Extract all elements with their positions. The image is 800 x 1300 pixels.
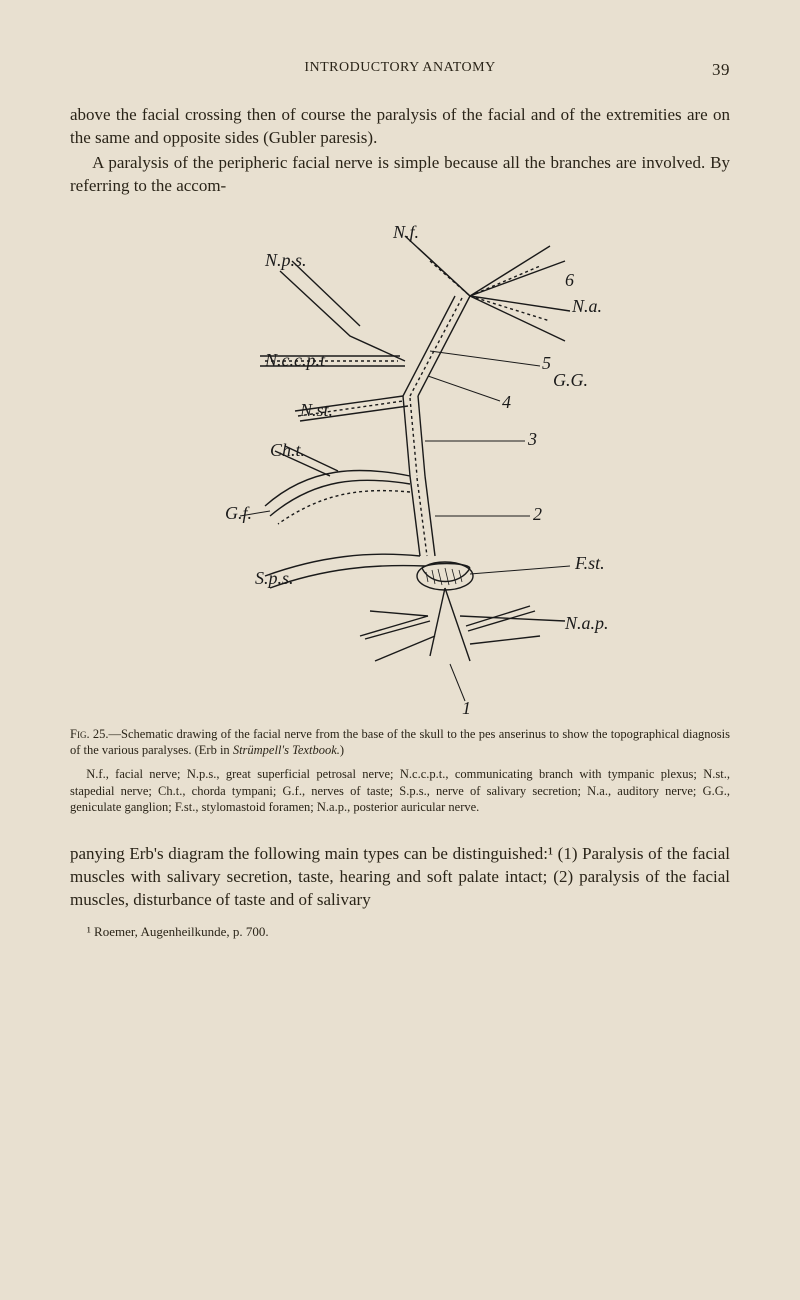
label-5: 5: [542, 353, 551, 373]
label-sps: S.p.s.: [255, 568, 294, 588]
label-4: 4: [502, 392, 511, 412]
page-number: 39: [712, 60, 730, 80]
paragraph-2: A paralysis of the peripheric facial ner…: [70, 152, 730, 198]
paragraph-1: above the facial crossing then of course…: [70, 104, 730, 150]
label-na: N.a.: [571, 296, 602, 316]
caption-end: ): [340, 743, 344, 757]
label-nccpt: N.c.c.p.t: [264, 350, 326, 370]
caption-text-1: —Schematic drawing of the facial nerve f…: [70, 727, 730, 757]
label-gf: G.f.: [225, 503, 252, 523]
body-text-lower: panying Erb's diagram the following main…: [70, 843, 730, 912]
figure-svg: N.f. N.p.s. N.c.c.p.t N.st. Ch.t. G.f. S…: [170, 216, 630, 716]
paragraph-3: panying Erb's diagram the following main…: [70, 843, 730, 912]
label-fst: F.st.: [574, 553, 605, 573]
figure-25: N.f. N.p.s. N.c.c.p.t N.st. Ch.t. G.f. S…: [70, 216, 730, 815]
label-nps: N.p.s.: [264, 250, 307, 270]
running-head: INTRODUCTORY ANATOMY 39: [70, 60, 730, 76]
figure-caption: Fig. 25.—Schematic drawing of the facial…: [70, 726, 730, 759]
body-text-upper: above the facial crossing then of course…: [70, 104, 730, 198]
running-head-text: INTRODUCTORY ANATOMY: [304, 60, 495, 75]
label-6: 6: [565, 270, 574, 290]
caption-italic: Strümpell's Textbook.: [233, 743, 340, 757]
figure-caption-key: N.f., facial nerve; N.p.s., great superf…: [70, 766, 730, 815]
label-nf: N.f.: [392, 222, 419, 242]
label-3: 3: [527, 429, 537, 449]
label-nst: N.st.: [299, 400, 333, 420]
label-2: 2: [533, 504, 542, 524]
label-gg: G.G.: [553, 370, 588, 390]
label-1: 1: [462, 698, 471, 716]
footnote-1: ¹ Roemer, Augenheilkunde, p. 700.: [70, 924, 730, 940]
label-nap: N.a.p.: [564, 613, 609, 633]
fig-label: Fig. 25.: [70, 727, 109, 741]
label-cht: Ch.t.: [270, 440, 305, 460]
